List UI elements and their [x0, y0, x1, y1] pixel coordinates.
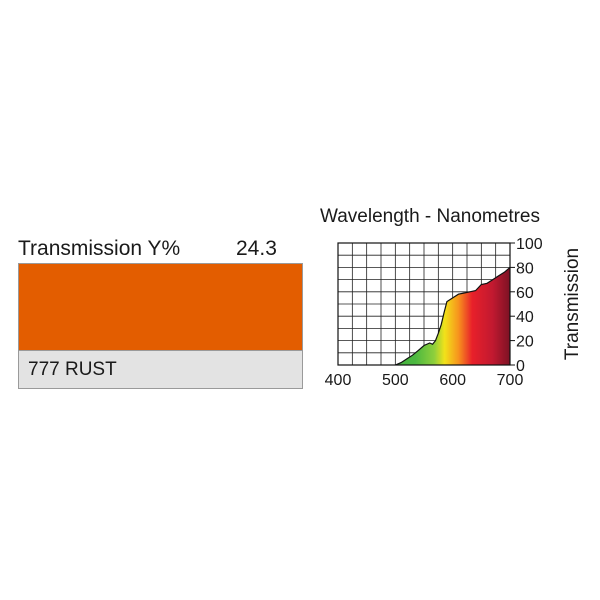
plot-border	[337, 242, 511, 366]
y-tick-label: 100	[516, 236, 543, 253]
x-tick-label: 500	[382, 372, 409, 389]
transmission-line	[395, 266, 511, 366]
y-tick-label: 60	[516, 285, 534, 302]
x-tick-label: 600	[439, 372, 466, 389]
chart-title: Wavelength - Nanometres	[320, 206, 540, 227]
transmission-value: 24.3	[236, 237, 277, 260]
y-tick-label: 20	[516, 334, 534, 351]
transmission-chart: Wavelength - Nanometres 400 500 600 7000204…	[320, 206, 583, 389]
filter-name-box: 777 RUST	[18, 351, 303, 389]
transmission-label: Transmission Y%	[18, 237, 181, 260]
x-tick-label: 400	[325, 372, 352, 389]
x-tick-label: 700	[497, 372, 524, 389]
y-tick-label: 40	[516, 309, 534, 326]
y-tick-label: 80	[516, 260, 534, 277]
y-tick-label: 0	[516, 358, 525, 375]
transmission-area	[395, 267, 510, 365]
y-axis-label: Transmission	[562, 248, 583, 360]
color-swatch	[18, 263, 303, 351]
filter-name: 777 RUST	[28, 359, 117, 380]
